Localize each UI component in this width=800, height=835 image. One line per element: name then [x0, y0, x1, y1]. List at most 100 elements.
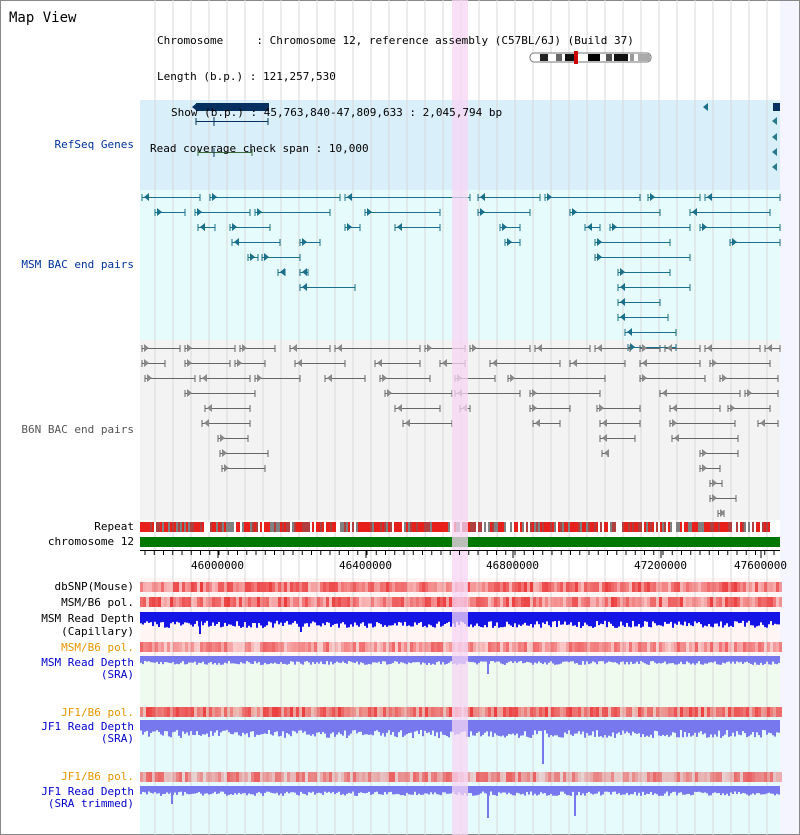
- jf1-depth-trimmed-bar: [744, 786, 746, 794]
- msm-b6-pol-strip: [431, 597, 434, 607]
- jf1-b6-pol-strip: [443, 707, 446, 717]
- repeat-block: [562, 522, 564, 532]
- dbsnp-strip: [710, 582, 713, 592]
- repeat-block: [286, 522, 288, 532]
- jf1-b6-pol-strip-2: [590, 772, 593, 782]
- jf1-depth-sra-bar: [704, 720, 706, 734]
- jf1-depth-trimmed-bar: [550, 786, 552, 794]
- track-label-refseq[interactable]: RefSeq Genes: [54, 138, 134, 151]
- repeat-block: [754, 522, 756, 532]
- repeat-block: [314, 522, 316, 532]
- track-label-b6n-bac[interactable]: B6N BAC end pairs: [21, 423, 134, 436]
- jf1-depth-trimmed-bar: [162, 786, 164, 795]
- repeat-block: [496, 522, 498, 532]
- repeat-block: [706, 522, 708, 532]
- jf1-depth-trimmed-bar: [194, 786, 196, 794]
- jf1-depth-sra-bar: [296, 720, 298, 734]
- b6n-bac-end: [702, 464, 707, 472]
- jf1-depth-sra-bar: [328, 720, 330, 738]
- jf1-b6-pol-strip: [611, 707, 614, 717]
- jf1-b6-pol-strip: [473, 707, 476, 717]
- jf1-b6-pol-strip-2: [644, 772, 647, 782]
- msm-depth-sra-bar: [552, 656, 554, 664]
- msm-b6-pol-strip-2: [164, 642, 167, 652]
- jf1-depth-trimmed-bar: [552, 786, 554, 796]
- msm-depth-capillary-bar: [440, 612, 442, 627]
- msm-depth-capillary-bar: [760, 612, 762, 623]
- jf1-depth-sra-bar: [364, 720, 366, 735]
- msm-b6-pol-strip: [386, 597, 389, 607]
- msm-depth-sra-bar: [260, 656, 262, 665]
- jf1-depth-sra-bar: [678, 720, 680, 738]
- dbsnp-strip: [374, 582, 377, 592]
- msm-b6-pol-strip: [392, 597, 395, 607]
- repeat-block: [210, 522, 212, 532]
- jf1-depth-sra-bar: [294, 720, 296, 732]
- jf1-depth-sra-bar: [740, 720, 742, 736]
- jf1-depth-sra-bar: [140, 720, 142, 731]
- jf1-b6-pol-strip: [644, 707, 647, 717]
- msm-b6-pol-strip-2: [245, 642, 248, 652]
- msm-b6-pol-strip-2: [410, 642, 413, 652]
- jf1-b6-pol-strip-2: [278, 772, 281, 782]
- jf1-depth-trimmed-bar: [360, 786, 362, 793]
- refseq-arrow: [772, 133, 777, 141]
- jf1-b6-pol-strip-2: [281, 772, 284, 782]
- msm-depth-sra-bar: [324, 656, 326, 665]
- jf1-b6-pol-strip-2: [668, 772, 671, 782]
- msm-depth-sra-bar: [238, 656, 240, 665]
- repeat-block: [498, 522, 500, 532]
- b6n-bac-end: [767, 344, 772, 352]
- msm-depth-capillary-bar: [580, 612, 582, 628]
- repeat-block: [220, 522, 222, 532]
- msm-depth-sra-bar: [224, 656, 226, 663]
- msm-b6-pol-strip: [497, 597, 500, 607]
- msm-depth-capillary-bar: [746, 612, 748, 623]
- jf1-b6-pol-strip-2: [743, 772, 746, 782]
- jf1-depth-trimmed-bar: [396, 786, 398, 794]
- jf1-depth-trimmed-bar: [524, 786, 526, 796]
- msm-depth-sra-bar: [266, 656, 268, 665]
- msm-depth-capillary-bar: [212, 612, 214, 623]
- repeat-block: [606, 522, 608, 532]
- msm-depth-capillary-bar: [682, 612, 684, 626]
- jf1-depth-sra-bar: [664, 720, 666, 737]
- jf1-b6-pol-strip-2: [680, 772, 683, 782]
- dbsnp-strip: [407, 582, 410, 592]
- msm-depth-sra-bar: [210, 656, 212, 663]
- repeat-block: [648, 522, 650, 532]
- dbsnp-strip: [302, 582, 305, 592]
- msm-b6-pol-strip-2: [617, 642, 620, 652]
- jf1-b6-pol-strip: [188, 707, 191, 717]
- repeat-block: [194, 522, 196, 532]
- jf1-depth-trimmed-bar: [496, 786, 498, 796]
- dbsnp-strip: [161, 582, 164, 592]
- jf1-depth-trimmed-bar: [736, 786, 738, 794]
- track-label-msm-bac[interactable]: MSM BAC end pairs: [21, 258, 134, 271]
- msm-b6-pol-strip: [278, 597, 281, 607]
- jf1-depth-sra-bar: [228, 720, 230, 733]
- msm-b6-pol-strip-2: [725, 642, 728, 652]
- jf1-b6-pol-strip-2: [305, 772, 308, 782]
- dbsnp-strip: [299, 582, 302, 592]
- jf1-depth-sra-bar: [480, 720, 482, 737]
- jf1-depth-sra-bar: [298, 720, 300, 731]
- karyotype-band: [638, 54, 650, 61]
- jf1-b6-pol-strip: [434, 707, 437, 717]
- msm-depth-capillary-bar: [236, 612, 238, 622]
- jf1-b6-pol-strip: [560, 707, 563, 717]
- msm-b6-pol-strip-2: [635, 642, 638, 652]
- msm-b6-pol-strip-2: [491, 642, 494, 652]
- msm-depth-capillary-bar: [268, 612, 270, 622]
- msm-depth-capillary-bar: [548, 612, 550, 626]
- jf1-b6-pol-strip-2: [653, 772, 656, 782]
- jf1-b6-pol-strip: [167, 707, 170, 717]
- msm-depth-capillary-bar: [282, 612, 284, 626]
- msm-depth-sra-bar: [700, 656, 702, 665]
- msm-depth-capillary-bar: [544, 612, 546, 625]
- dbsnp-strip: [683, 582, 686, 592]
- jf1-depth-trimmed-bar: [512, 786, 514, 796]
- msm-b6-pol-strip: [503, 597, 506, 607]
- msm-depth-sra-bar: [614, 656, 616, 663]
